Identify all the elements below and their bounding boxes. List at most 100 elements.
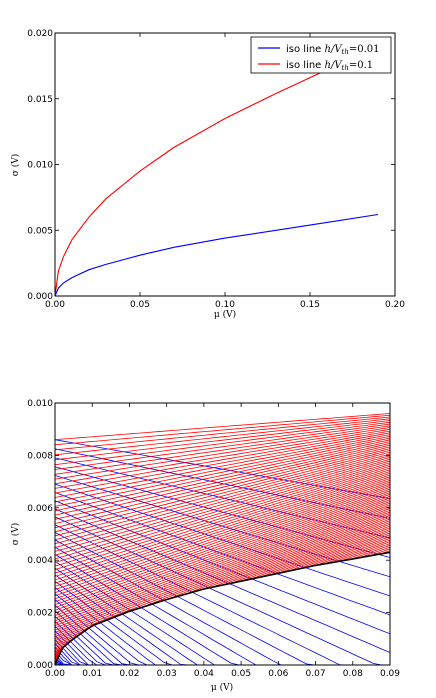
red-curve (55, 501, 390, 629)
red-curve (55, 450, 390, 537)
red-curve (55, 529, 390, 657)
red-curve (55, 502, 390, 631)
series-line-1 (54, 69, 328, 297)
red-curve (55, 446, 390, 529)
red-curve (55, 414, 390, 446)
bottom-x-tick-label: 0.05 (231, 669, 251, 679)
bottom-x-tick-label: 0.00 (45, 669, 65, 679)
blue-curve (55, 599, 139, 665)
top-y-tick-label: 0.005 (27, 226, 53, 236)
red-curve (55, 499, 390, 626)
red-curve (55, 504, 390, 633)
red-curve (55, 427, 390, 480)
red-curve (55, 462, 390, 563)
red-curve (55, 509, 390, 639)
bottom-x-tick-label: 0.07 (306, 669, 326, 679)
top-chart-series (54, 69, 379, 297)
red-curve (55, 467, 390, 574)
top-y-tick-label: 0.000 (27, 292, 53, 302)
bottom-plot-frame (54, 402, 391, 666)
bottom-chart-curves (55, 413, 390, 665)
red-curve (55, 448, 390, 533)
bottom-y-axis-label: σ (V) (10, 523, 21, 546)
blue-curve (55, 615, 114, 665)
red-curve (55, 469, 390, 577)
red-curve (55, 486, 390, 608)
chart-top: 0.00 0.05 0.10 0.15 0.20 0.000 0.005 0.010 0.01… (10, 29, 405, 320)
red-curve (55, 506, 390, 635)
bottom-y-tick-label: 0.006 (27, 504, 53, 514)
blue-curve (55, 610, 123, 665)
legend-label-red: iso line h/Vth=0.1 (286, 60, 373, 72)
red-curve (55, 423, 390, 470)
bottom-x-tick-label: 0.02 (119, 669, 139, 679)
red-curve (55, 443, 390, 520)
red-curve (55, 488, 390, 611)
blue-curve (55, 508, 390, 653)
top-y-tick-label: 0.010 (27, 161, 53, 171)
bottom-x-tick-label: 0.03 (157, 669, 177, 679)
envelope-curve (55, 551, 390, 665)
bottom-x-tick-label: 0.08 (343, 669, 363, 679)
red-curve (55, 420, 390, 461)
blue-curve (55, 500, 390, 635)
red-curve (55, 425, 390, 475)
red-curve (55, 464, 390, 567)
bottom-x-tick-label: 0.01 (82, 669, 102, 679)
top-x-axis-label: μ (V) (214, 309, 236, 320)
bottom-y-tick-label: 0.010 (27, 399, 53, 409)
red-curve (55, 458, 390, 556)
red-curve (55, 453, 390, 545)
red-curve (55, 418, 390, 456)
red-curve (55, 428, 390, 485)
blue-curve (55, 539, 282, 665)
legend-box (250, 36, 392, 74)
red-curve (55, 455, 390, 548)
top-y-tick-label: 0.015 (27, 95, 53, 105)
red-curve (55, 444, 390, 524)
red-curve (55, 476, 390, 590)
blue-curve (55, 532, 315, 665)
blue-curve (55, 524, 349, 665)
top-x-ticks: 0.00 0.05 0.10 0.15 0.20 (45, 33, 405, 310)
top-x-tick-label: 0.15 (300, 300, 320, 310)
red-curve (55, 485, 390, 605)
blue-curve (55, 448, 390, 519)
bottom-y-tick-label: 0.008 (27, 451, 53, 461)
bottom-x-axis-label: μ (V) (211, 682, 233, 693)
bottom-y-tick-label: 0.000 (27, 661, 53, 671)
bottom-y-ticks: 0.000 0.002 0.004 0.006 0.008 0.010 (27, 399, 390, 671)
blue-curve (55, 561, 223, 665)
blue-curve (55, 593, 148, 665)
red-curve (55, 497, 390, 624)
red-curve (55, 481, 390, 600)
top-x-tick-label: 0.00 (45, 300, 65, 310)
bottom-x-tick-label: 0.06 (268, 669, 288, 679)
red-curve (55, 413, 390, 441)
red-curve (55, 460, 390, 560)
red-curve (55, 493, 390, 619)
blue-curve (55, 516, 382, 665)
red-curve (55, 451, 390, 541)
top-x-tick-label: 0.05 (130, 300, 150, 310)
bottom-x-tick-label: 0.04 (194, 669, 214, 679)
red-curve (55, 430, 390, 489)
red-curve (55, 492, 390, 616)
red-curve (55, 465, 390, 570)
bottom-x-tick-label: 0.09 (380, 669, 400, 679)
red-curve (55, 435, 390, 503)
red-curve (55, 508, 390, 637)
blue-curve (55, 635, 89, 665)
red-curve (55, 432, 390, 494)
red-curve (55, 483, 390, 603)
red-curve (55, 474, 390, 587)
blue-curve (55, 546, 257, 665)
red-curve (55, 421, 390, 466)
red-curve (55, 490, 390, 614)
bottom-y-tick-label: 0.004 (27, 556, 53, 566)
top-x-tick-label: 0.20 (385, 300, 405, 310)
legend: iso line h/Vth=0.01 iso line h/Vth=0.1 (250, 36, 392, 74)
red-curve (55, 434, 390, 498)
legend-label-blue: iso line h/Vth=0.01 (286, 44, 380, 56)
